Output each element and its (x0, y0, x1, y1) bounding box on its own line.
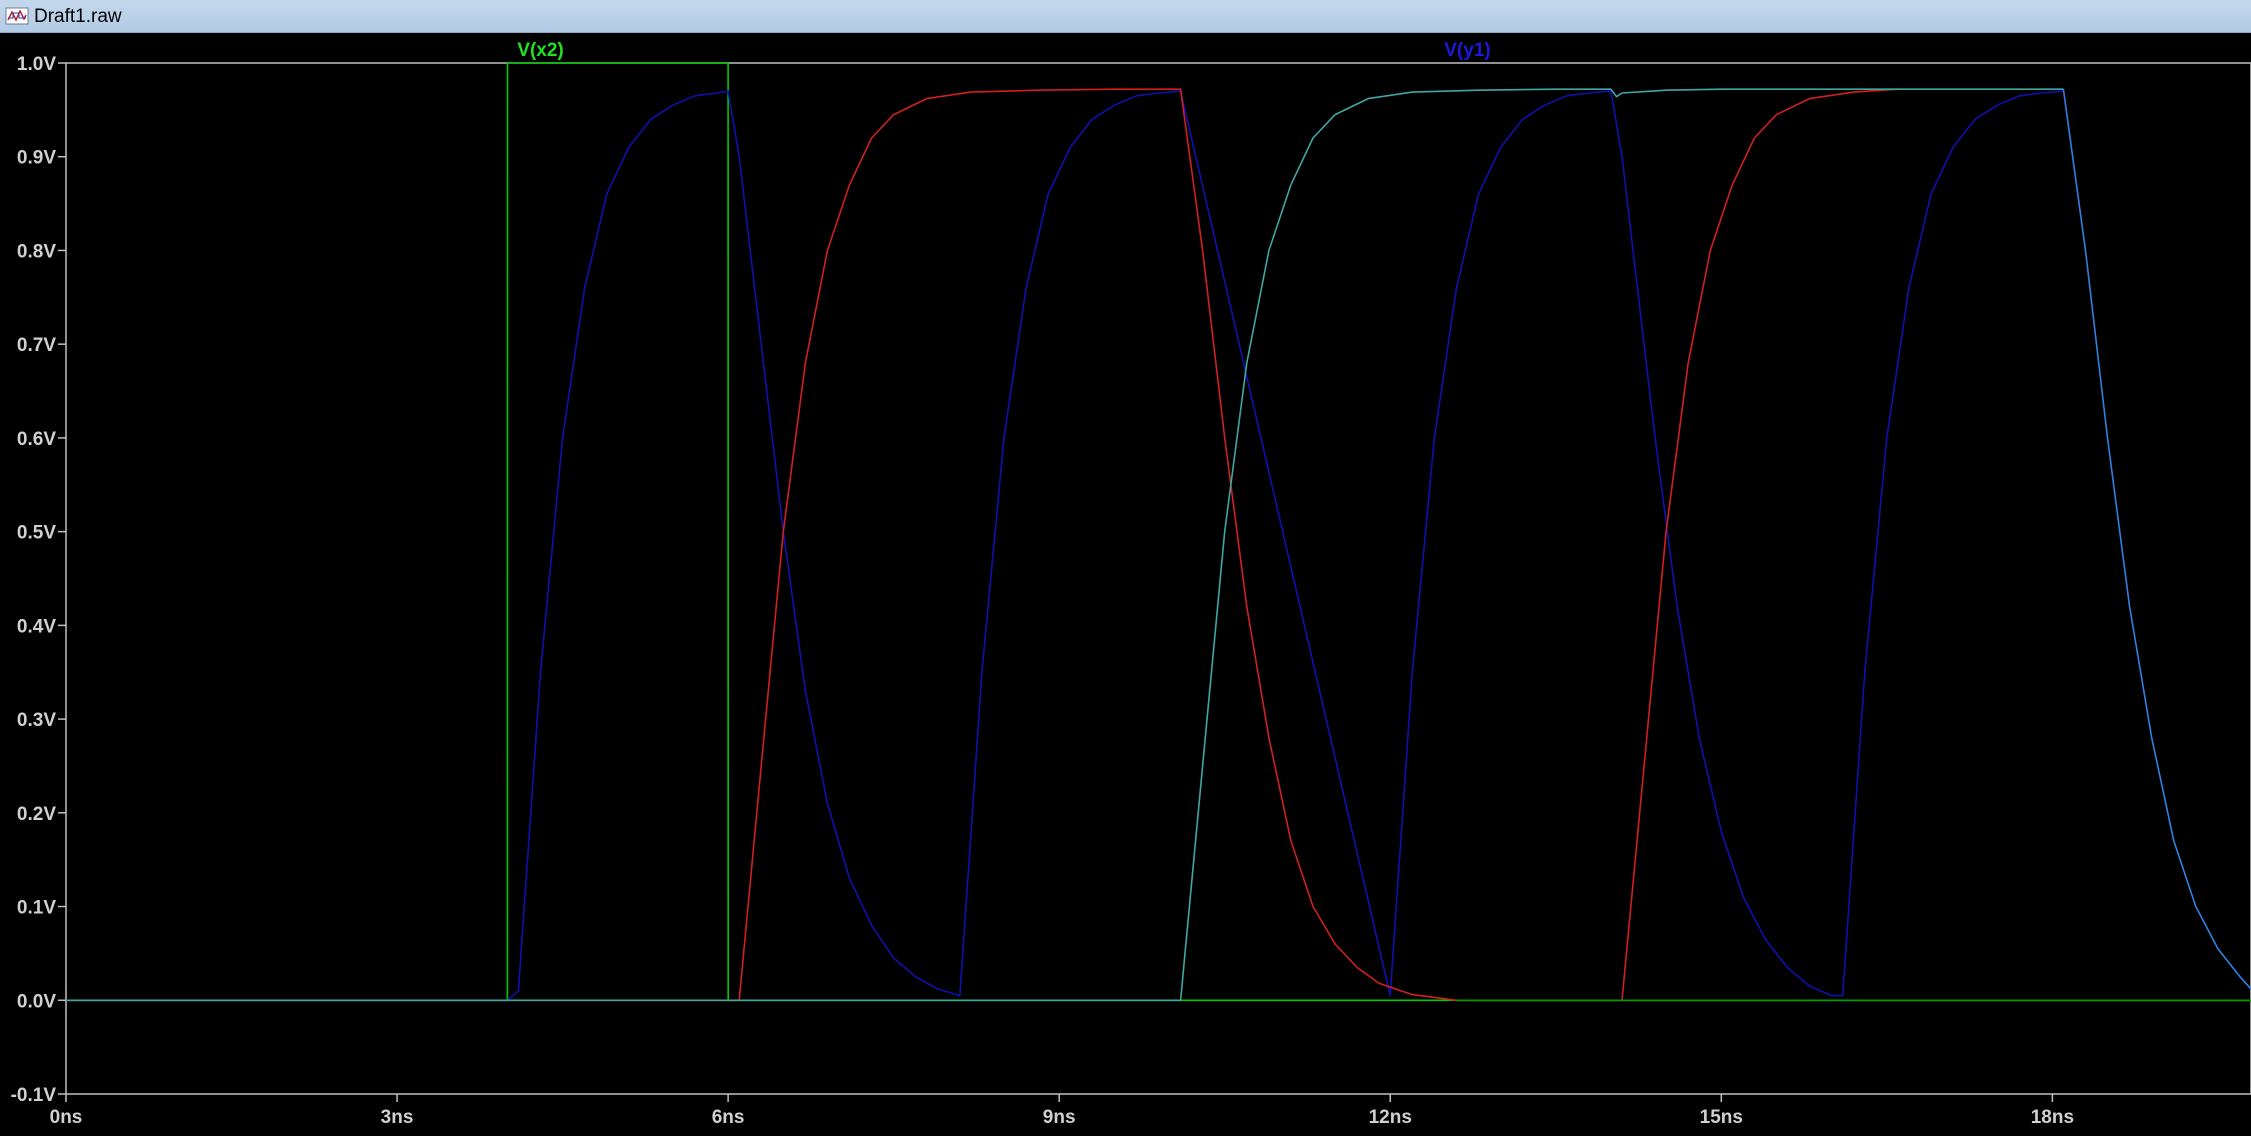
plot-frame (65, 62, 2251, 1095)
y-tick-label: 0.6V (17, 429, 56, 450)
waveform-icon (5, 7, 29, 25)
trace-5 (2062, 89, 2251, 990)
x-tick-label: 12ns (1369, 1107, 1412, 1128)
trace-vy1 (66, 90, 2064, 1002)
y-tick-label: 0.4V (17, 616, 56, 637)
x-tick-label: 18ns (2031, 1107, 2074, 1128)
y-tick-label: 0.8V (17, 241, 56, 262)
y-tick-label: 0.2V (17, 804, 56, 825)
legend-vy1[interactable]: V(y1) (1444, 40, 1490, 61)
trace-3 (66, 88, 1898, 1002)
x-tick-label: 15ns (1700, 1107, 1743, 1128)
legend-vx2[interactable]: V(x2) (517, 40, 563, 61)
y-tick-label: 0.5V (17, 523, 56, 544)
trace-vx2 (66, 62, 2251, 1002)
y-tick-label: -0.1V (11, 1085, 57, 1106)
trace-labels[interactable]: V(x2) V(y1) (517, 40, 1490, 61)
x-tick-label: 9ns (1043, 1107, 1076, 1128)
y-tick-label: 0.7V (17, 335, 56, 356)
y-tick-label: 1.0V (17, 54, 56, 75)
x-tick-label: 3ns (381, 1107, 414, 1128)
y-tick-label: 0.9V (17, 148, 56, 169)
waveform-plot-area[interactable]: 1.0V 0.9V 0.8V 0.7V 0.6V 0.5V 0.4V 0.3V 0.2V 0.1V… (0, 33, 2251, 1131)
trace-4 (66, 88, 2064, 1002)
x-tick-label: 6ns (712, 1107, 745, 1128)
y-tick-label: 0.1V (17, 898, 56, 919)
window-titlebar[interactable]: Draft1.raw (0, 0, 2251, 33)
window-title: Draft1.raw (34, 6, 122, 27)
waveform-chart[interactable]: 1.0V 0.9V 0.8V 0.7V 0.6V 0.5V 0.4V 0.3V 0.2V 0.1V… (0, 33, 2251, 1131)
trace-group (66, 62, 2251, 1002)
y-tick-label: 0.0V (17, 991, 56, 1012)
y-tick-label: 0.3V (17, 710, 56, 731)
x-tick-label: 0ns (50, 1107, 83, 1128)
plot-axes: 1.0V 0.9V 0.8V 0.7V 0.6V 0.5V 0.4V 0.3V 0.2V 0.1V… (11, 54, 2251, 1128)
